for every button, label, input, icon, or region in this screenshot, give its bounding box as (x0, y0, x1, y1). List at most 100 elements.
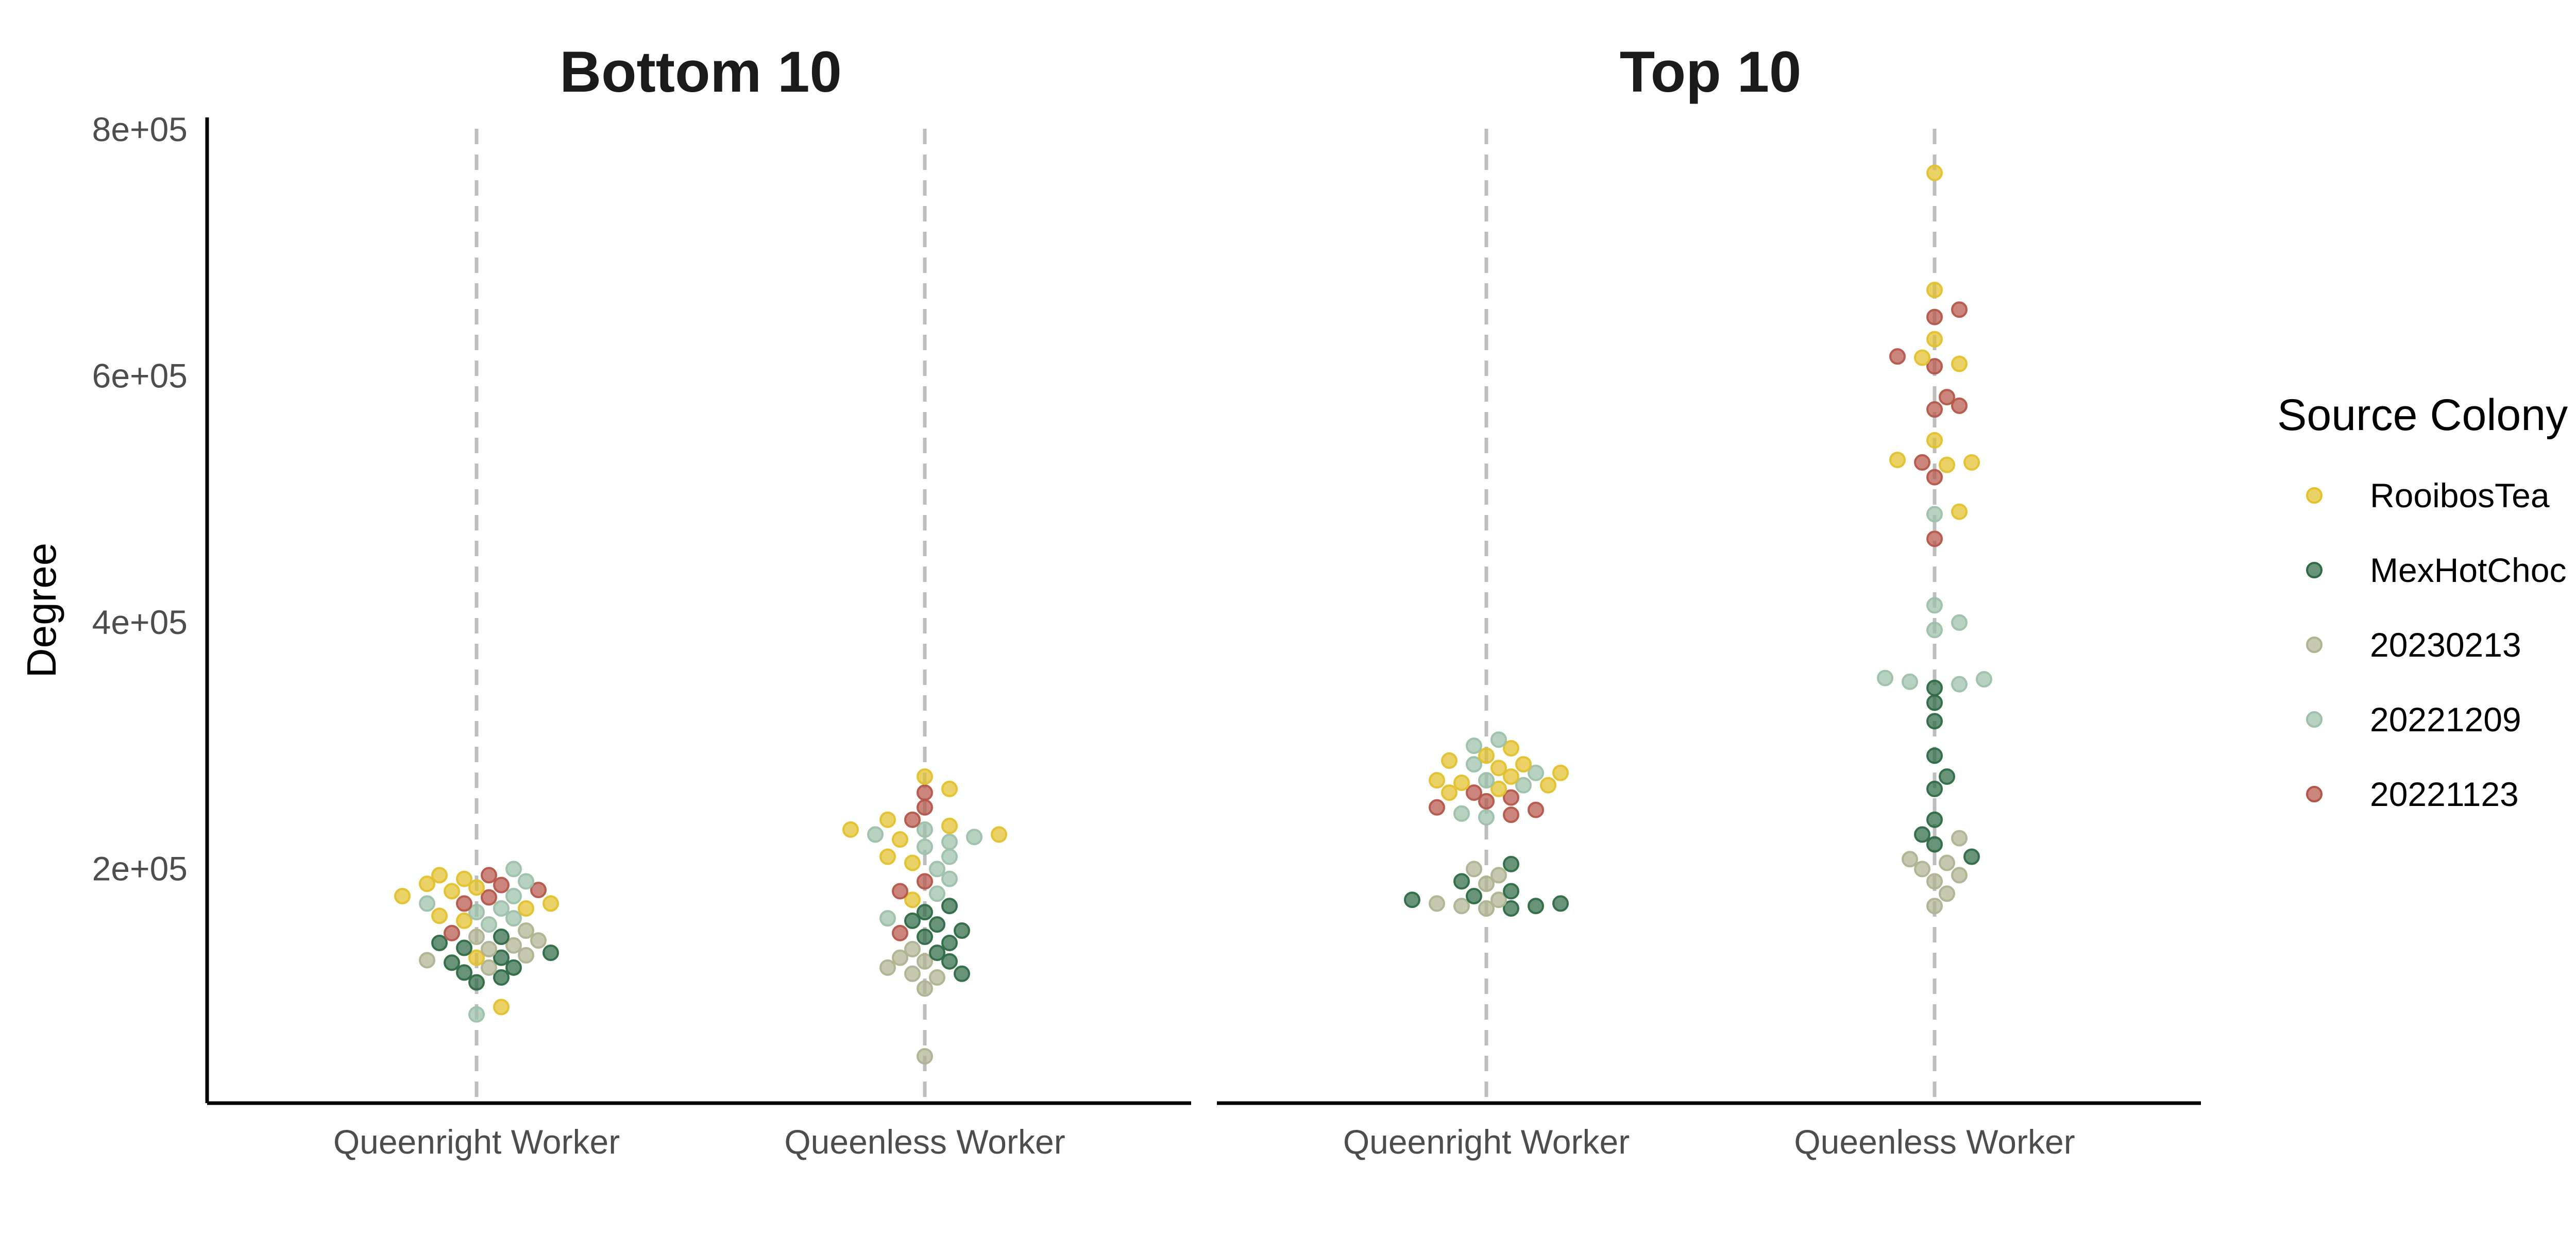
data-point (431, 867, 448, 884)
data-point (842, 821, 859, 838)
data-point (1453, 774, 1470, 791)
data-point (892, 949, 908, 966)
data-point (917, 768, 933, 785)
data-point (1490, 780, 1507, 797)
data-point (1939, 389, 1955, 406)
data-point (419, 876, 435, 892)
data-point (1939, 768, 1955, 785)
panel-0: Bottom 10 2e+05 4e+05 6e+05 8e+05 Queenright … (92, 40, 1191, 1161)
data-point (505, 937, 522, 954)
data-point (904, 940, 921, 957)
data-point (917, 873, 933, 890)
data-point (1951, 614, 1968, 631)
legend-swatch (2306, 711, 2323, 728)
data-point (518, 922, 534, 939)
data-point (1404, 891, 1420, 908)
data-point (879, 811, 896, 828)
data-point (1889, 452, 1906, 469)
data-point (879, 848, 896, 865)
data-point (456, 895, 472, 912)
data-point (941, 848, 958, 865)
legend-title: Source Colony (2277, 390, 2568, 440)
data-point (929, 969, 945, 986)
data-point (917, 980, 933, 997)
data-point (917, 953, 933, 970)
data-point (1503, 789, 1519, 806)
data-point (929, 945, 945, 962)
data-point (456, 939, 472, 956)
data-point (431, 934, 448, 951)
data-point (1466, 861, 1482, 878)
data-point (1926, 780, 1943, 797)
data-point (1939, 854, 1955, 871)
data-point (1528, 801, 1544, 818)
data-point (1926, 811, 1943, 828)
legend-label: 20221209 (2370, 700, 2521, 739)
legend-swatch (2306, 637, 2323, 653)
legend-label: RooibosTea (2370, 476, 2550, 514)
data-point (1926, 432, 1943, 449)
data-point (917, 821, 933, 838)
data-point (543, 895, 559, 912)
data-point (444, 924, 460, 941)
legend-label: 20221123 (2370, 775, 2519, 813)
data-point (1951, 355, 1968, 372)
x-tick-label: Queenless Worker (784, 1123, 1065, 1161)
data-point (431, 907, 448, 924)
data-point (941, 898, 958, 915)
data-point (394, 888, 411, 905)
data-point (879, 959, 896, 976)
data-point (1951, 830, 1968, 847)
data-point (1926, 358, 1943, 375)
data-point (904, 854, 921, 871)
data-point (456, 912, 472, 929)
data-point (1515, 777, 1532, 794)
legend-entries: RooibosTea MexHotChoc 20230213 20221209 2022… (2306, 476, 2566, 813)
panel-1: Top 10 Queenright Worker Queenless Worker (1217, 40, 2201, 1161)
data-point (1926, 308, 1943, 325)
data-point (991, 826, 1007, 843)
data-point (904, 891, 921, 908)
legend-swatch (2306, 786, 2323, 802)
data-point (1926, 679, 1943, 696)
data-point (493, 999, 510, 1016)
data-point (1503, 806, 1519, 823)
data-point (1503, 740, 1519, 757)
data-point (917, 838, 933, 855)
data-point (1466, 756, 1482, 773)
data-point (941, 953, 958, 970)
data-point (468, 974, 485, 991)
data-point (1926, 694, 1943, 711)
data-point (1528, 898, 1544, 915)
data-point (1889, 348, 1906, 365)
data-point (941, 934, 958, 951)
data-point (1902, 851, 1918, 868)
data-point (1453, 805, 1470, 822)
legend: Source Colony RooibosTea MexHotChoc 202302… (2277, 390, 2568, 813)
data-point (505, 910, 522, 927)
data-point (1478, 793, 1495, 810)
data-point (419, 952, 435, 969)
data-point (444, 954, 460, 971)
data-point (468, 1006, 485, 1023)
data-point (1552, 895, 1569, 912)
data-point (456, 964, 472, 981)
data-point (518, 947, 534, 964)
data-point (493, 877, 510, 894)
legend-swatch (2306, 562, 2323, 578)
data-point (1951, 397, 1968, 414)
data-point (1466, 737, 1482, 754)
data-point (1540, 777, 1556, 794)
y-tick-label: 4e+05 (92, 603, 188, 641)
data-point (1515, 756, 1532, 773)
data-point (917, 904, 933, 921)
data-point (917, 929, 933, 946)
data-point (1926, 469, 1943, 486)
data-point (1926, 281, 1943, 298)
data-point (481, 889, 497, 906)
data-point (904, 912, 921, 929)
data-point (518, 900, 534, 917)
data-point (1429, 799, 1445, 816)
data-point (419, 895, 435, 912)
